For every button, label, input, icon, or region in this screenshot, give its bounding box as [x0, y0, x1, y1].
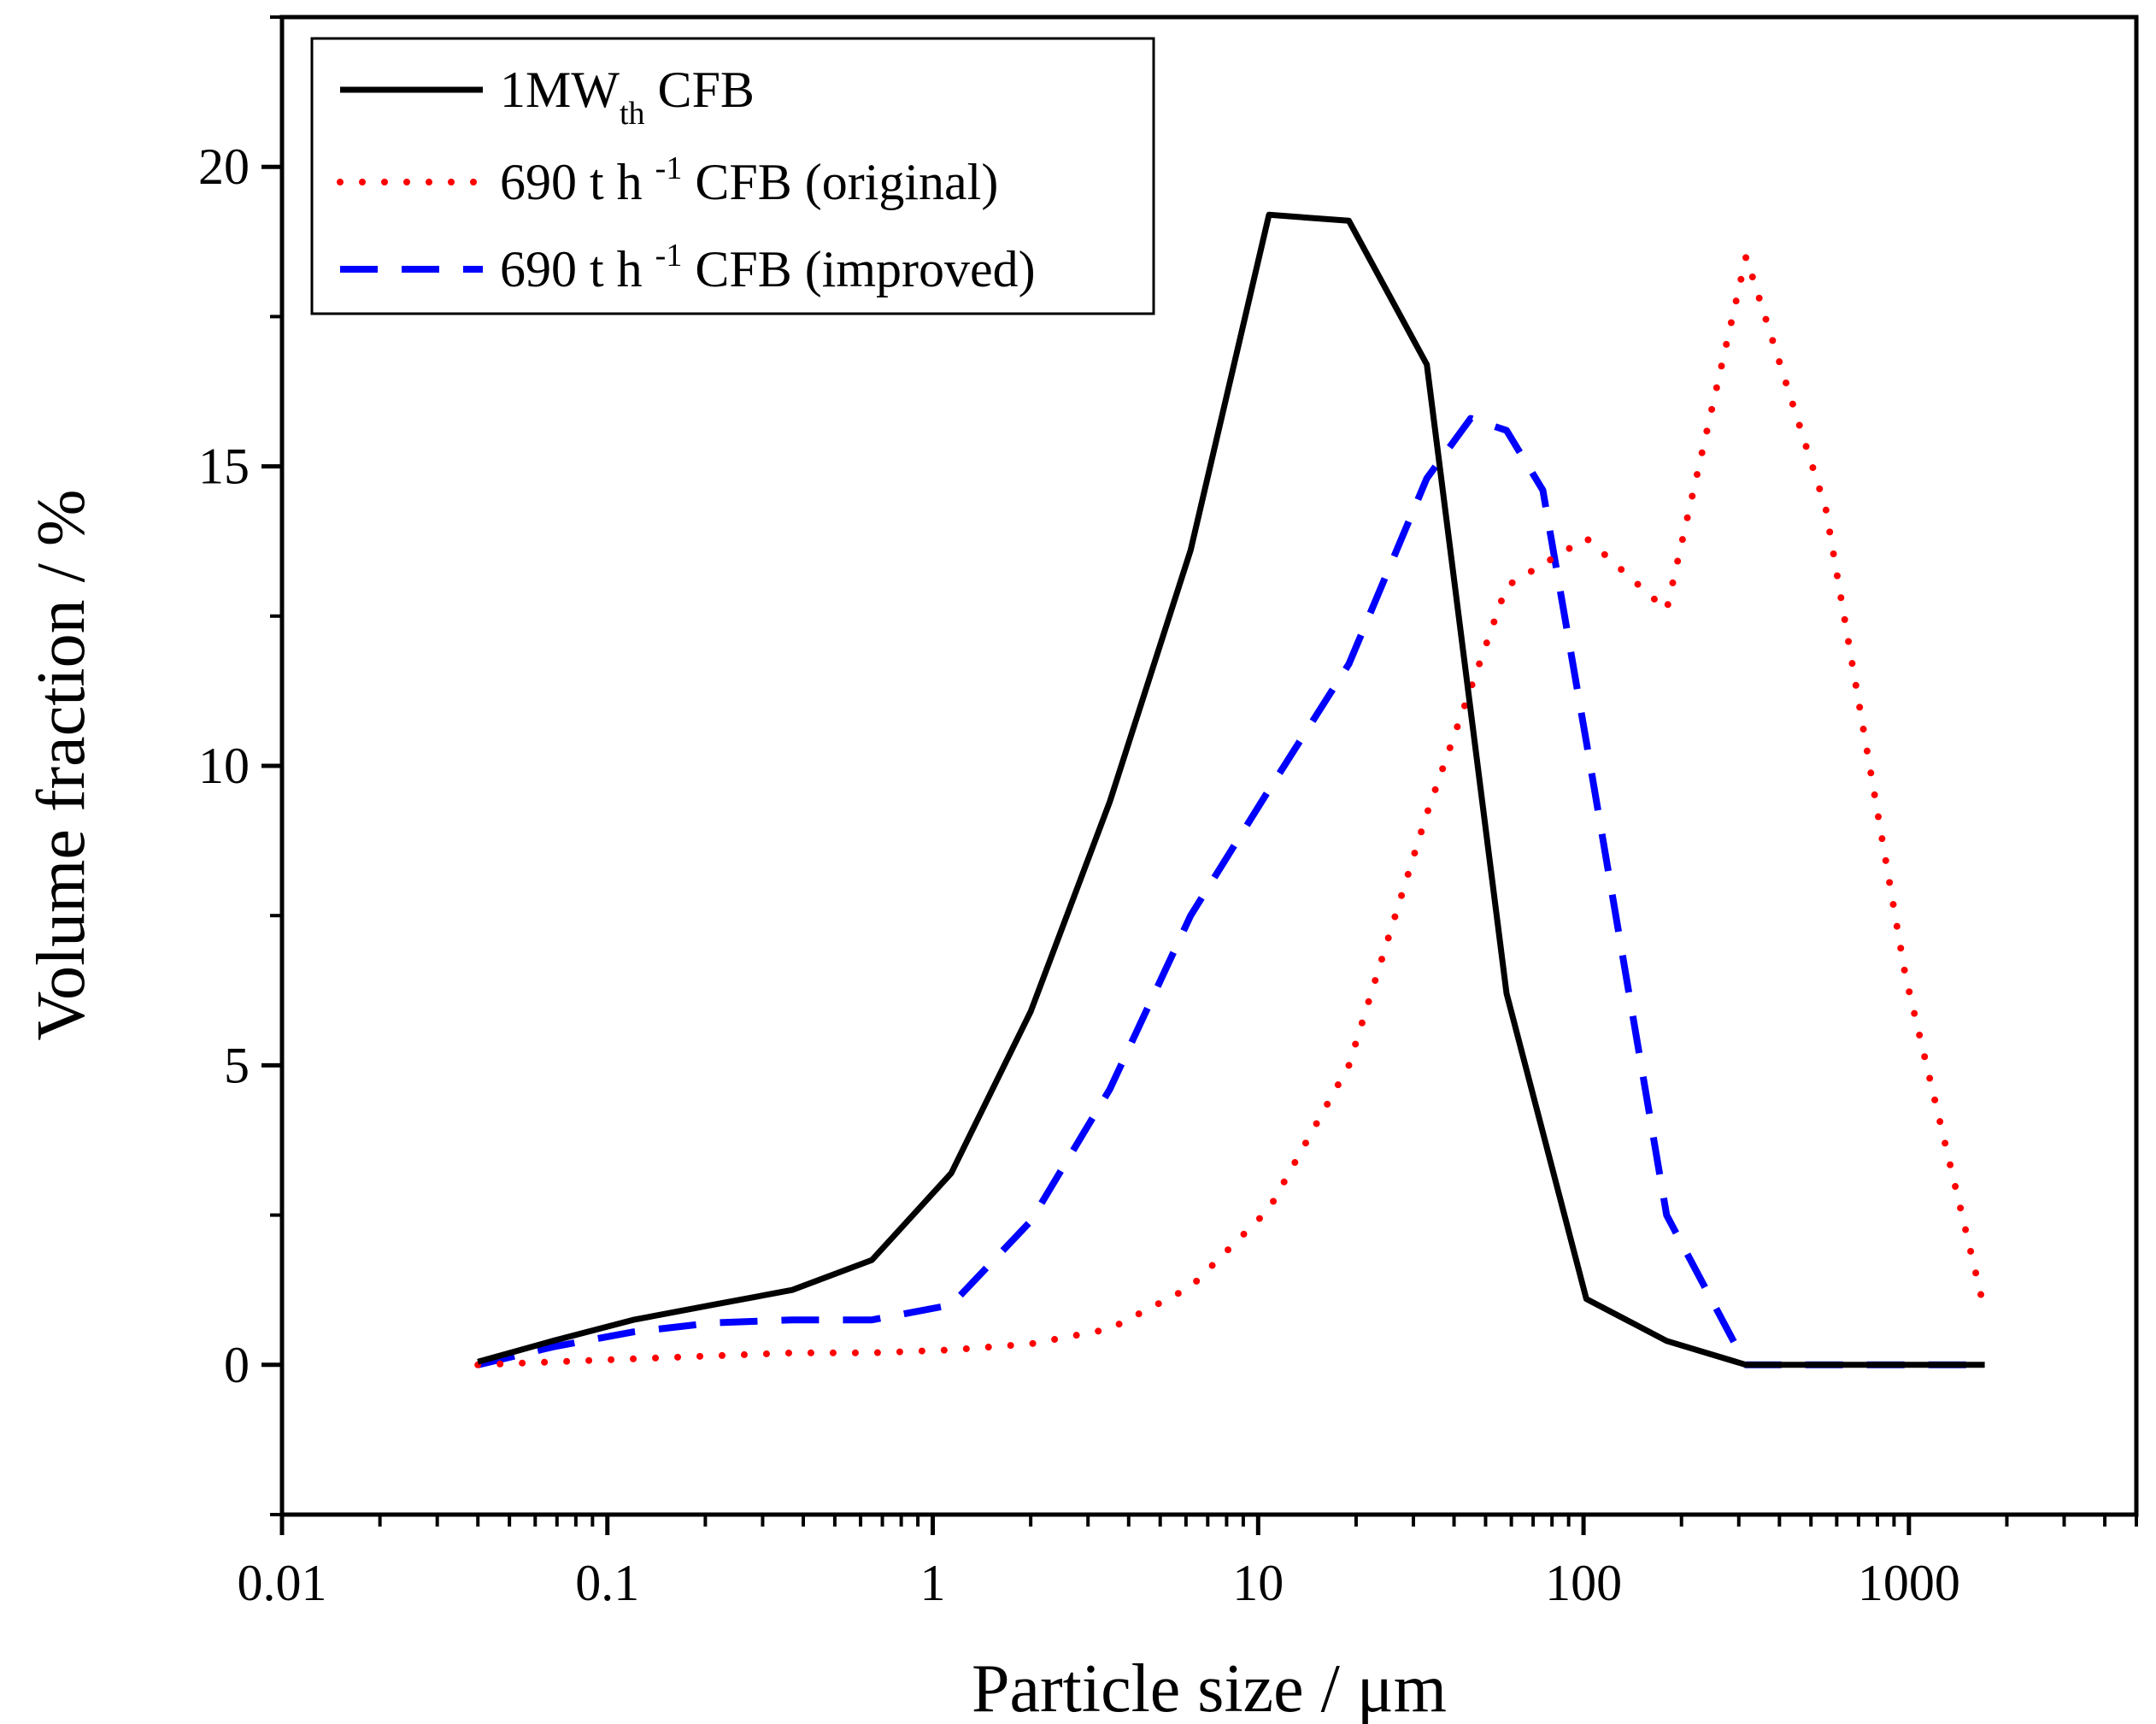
legend-box [310, 37, 1155, 315]
y-tick-label: 15 [198, 438, 250, 495]
y-tick-label: 5 [224, 1037, 250, 1093]
x-tick-label: 0.1 [575, 1555, 639, 1611]
series-line-1mwth-cfb [477, 211, 1985, 1368]
legend-label-1mwth: 1MWth CFB [500, 62, 755, 132]
x-tick-label: 0.01 [238, 1555, 327, 1611]
y-tick-label: 10 [198, 738, 250, 794]
x-tick-label: 10 [1232, 1555, 1284, 1611]
y-axis-title: Volume fraction / % [24, 489, 99, 1040]
x-tick-label: 1000 [1858, 1555, 1960, 1611]
x-axis-title: Particle size / μm [972, 1651, 1447, 1724]
series-line-690-original [474, 253, 1989, 1368]
x-tick-label: 100 [1545, 1555, 1622, 1611]
y-tick-label: 20 [198, 138, 250, 195]
series-lines [474, 211, 1989, 1368]
legend: 1MWth CFB 690 t h -1 CFB (original) 690 … [310, 37, 1155, 315]
x-tick-label: 1 [920, 1555, 946, 1611]
y-tick-label: 0 [224, 1337, 250, 1393]
axis-ticks: 0.01 0.1 1 10 100 1000 0 5 10 15 20 [198, 15, 2138, 1611]
series-line-690-improved [477, 415, 1985, 1368]
legend-label-improved: 690 t h -1 CFB (improved) [500, 238, 1036, 297]
legend-label-original: 690 t h -1 CFB (original) [500, 150, 998, 210]
